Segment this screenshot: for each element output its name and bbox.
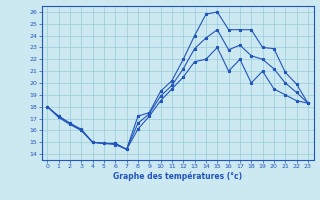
X-axis label: Graphe des températures (°c): Graphe des températures (°c) (113, 172, 242, 181)
